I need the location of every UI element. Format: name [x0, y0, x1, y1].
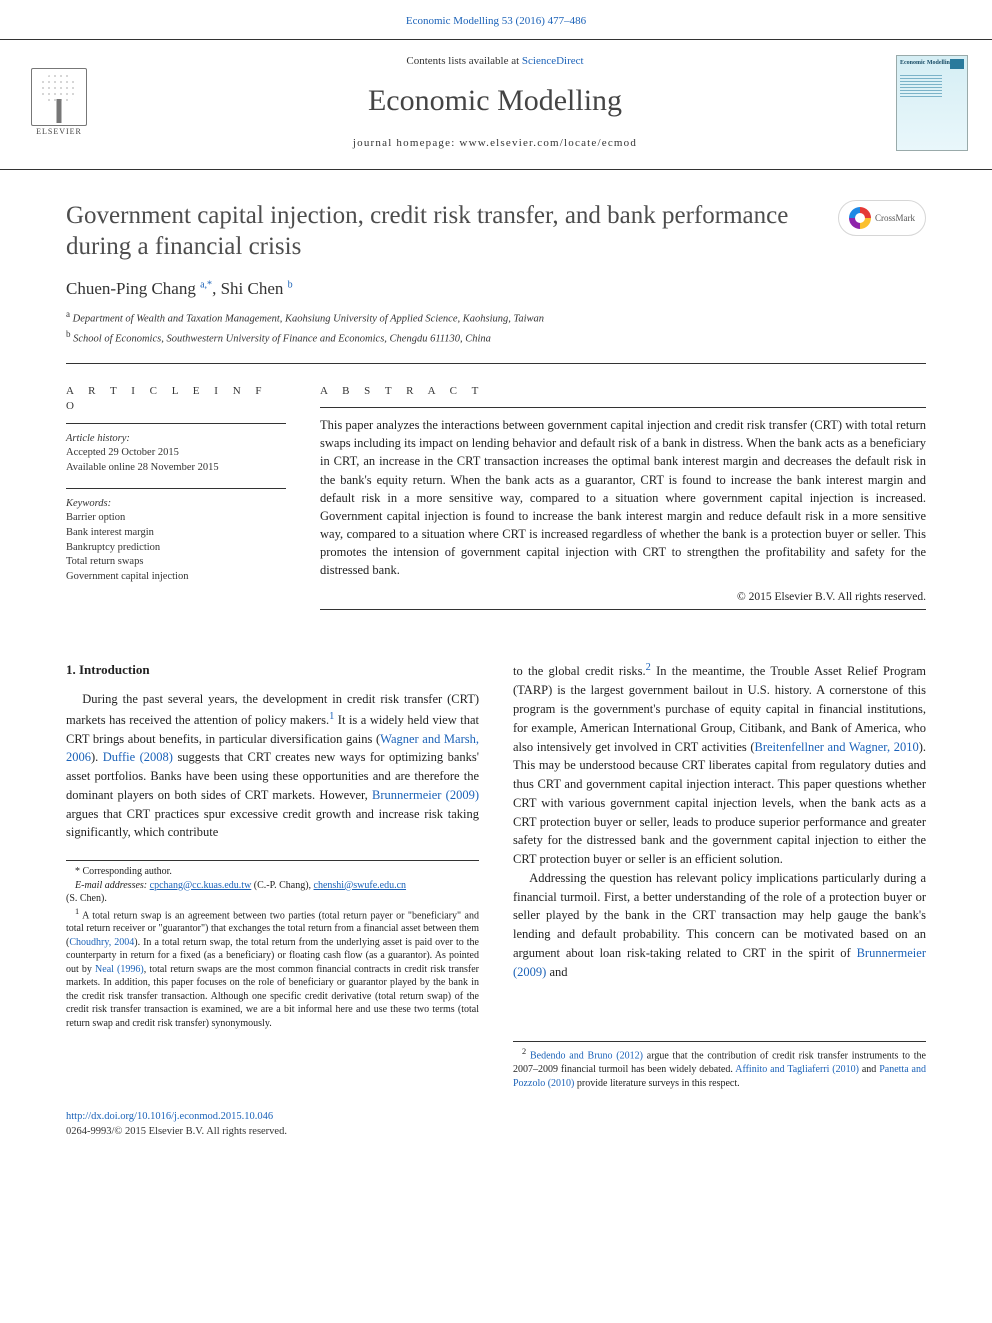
article-area: Government capital injection, credit ris… — [0, 170, 992, 1100]
contents-line-pre: Contents lists available at — [406, 55, 521, 67]
cover-lines-icon — [900, 75, 964, 97]
fn-corr: * Corresponding author. — [66, 865, 479, 879]
author-sep: , — [212, 279, 221, 298]
journal-homepage: journal homepage: www.elsevier.com/locat… — [94, 136, 896, 151]
affiliation-b: b School of Economics, Southwestern Univ… — [66, 328, 926, 347]
aff-b-text: School of Economics, Southwestern Univer… — [71, 333, 491, 344]
rule-top — [66, 363, 926, 364]
elsevier-label: ELSEVIER — [36, 126, 82, 137]
author-1-sup: a,* — [200, 279, 212, 290]
body-columns: 1. Introduction During the past several … — [66, 660, 926, 1090]
cite-choudhry[interactable]: Choudhry, 2004 — [69, 937, 134, 948]
kw-4: Government capital injection — [66, 570, 286, 585]
fn-1: 1 A total return swap is an agreement be… — [66, 906, 479, 1031]
journal-title: Economic Modelling — [94, 80, 896, 122]
banner-center: Contents lists available at ScienceDirec… — [94, 54, 896, 151]
fn-2: 2 Bedendo and Bruno (2012) argue that th… — [513, 1046, 926, 1090]
header-cite-link: Economic Modelling 53 (2016) 477–486 — [0, 0, 992, 39]
cite-affinito[interactable]: Affinito and Tagliaferri (2010) — [735, 1064, 859, 1075]
authors-line: Chuen-Ping Chang a,*, Shi Chen b — [66, 277, 926, 301]
footnotes-left: * Corresponding author. E-mail addresses… — [66, 860, 479, 1030]
affiliation-a: a Department of Wealth and Taxation Mana… — [66, 308, 926, 327]
para-2: to the global credit risks.2 In the mean… — [513, 660, 926, 868]
issn-line: 0264-9993/© 2015 Elsevier B.V. All right… — [66, 1126, 287, 1137]
crossmark-icon — [849, 207, 871, 229]
kw-3: Total return swaps — [66, 555, 286, 570]
footnotes-right: 2 Bedendo and Bruno (2012) argue that th… — [513, 1041, 926, 1090]
abstract-label: A B S T R A C T — [320, 384, 926, 399]
fn-emails: E-mail addresses: cpchang@cc.kuas.edu.tw… — [66, 879, 479, 893]
section-1-heading: 1. Introduction — [66, 660, 479, 680]
journal-cite-link[interactable]: Economic Modelling 53 (2016) 477–486 — [406, 15, 586, 27]
journal-cover-thumb: Economic Modelling — [896, 55, 968, 151]
email-1[interactable]: cpchang@cc.kuas.edu.tw — [150, 880, 252, 891]
cite-duffie[interactable]: Duffie (2008) — [103, 750, 173, 764]
page-footer: http://dx.doi.org/10.1016/j.econmod.2015… — [0, 1100, 992, 1169]
journal-banner: ELSEVIER Contents lists available at Sci… — [0, 39, 992, 170]
article-title: Government capital injection, credit ris… — [66, 200, 818, 263]
cite-brunnermeier[interactable]: Brunnermeier (2009) — [372, 788, 479, 802]
abstract-text: This paper analyzes the interactions bet… — [320, 416, 926, 579]
para-1: During the past several years, the devel… — [66, 690, 479, 842]
rule-info — [66, 423, 286, 424]
crossmark-badge[interactable]: CrossMark — [838, 200, 926, 236]
keywords-hdr: Keywords: — [66, 497, 286, 512]
abstract-col: A B S T R A C T This paper analyzes the … — [320, 384, 926, 611]
author-2-sup: b — [288, 279, 293, 290]
email-2[interactable]: chenshi@swufe.edu.cn — [314, 880, 407, 891]
contents-line: Contents lists available at ScienceDirec… — [94, 54, 896, 69]
elsevier-logo: ELSEVIER — [24, 63, 94, 143]
author-1: Chuen-Ping Chang — [66, 279, 200, 298]
banner-left: ELSEVIER — [24, 63, 94, 143]
title-row: Government capital injection, credit ris… — [66, 200, 926, 263]
rule-kw — [66, 488, 286, 489]
article-info-col: A R T I C L E I N F O Article history: A… — [66, 384, 286, 611]
author-2: Shi Chen — [221, 279, 288, 298]
kw-2: Bankruptcy prediction — [66, 541, 286, 556]
cite-breitenfellner[interactable]: Breitenfellner and Wagner, 2010 — [755, 740, 919, 754]
para-3: Addressing the question has relevant pol… — [513, 869, 926, 982]
cover-title: Economic Modelling — [900, 59, 964, 67]
fn-email-who2: (S. Chen). — [66, 892, 479, 906]
cite-neal[interactable]: Neal (1996) — [95, 964, 144, 975]
history-line-1: Available online 28 November 2015 — [66, 461, 286, 476]
keywords-block: Keywords: Barrier option Bank interest m… — [66, 497, 286, 585]
kw-1: Bank interest margin — [66, 526, 286, 541]
elsevier-tree-icon — [31, 68, 87, 126]
cite-bedendo[interactable]: Bedendo and Bruno (2012) — [530, 1051, 643, 1062]
aff-a-text: Department of Wealth and Taxation Manage… — [70, 314, 544, 325]
history-line-0: Accepted 29 October 2015 — [66, 446, 286, 461]
article-info-label: A R T I C L E I N F O — [66, 384, 286, 415]
history-block: Article history: Accepted 29 October 201… — [66, 432, 286, 476]
crossmark-label: CrossMark — [875, 212, 915, 225]
abstract-copyright: © 2015 Elsevier B.V. All rights reserved… — [320, 589, 926, 605]
doi-link[interactable]: http://dx.doi.org/10.1016/j.econmod.2015… — [66, 1111, 273, 1122]
kw-0: Barrier option — [66, 511, 286, 526]
sciencedirect-link[interactable]: ScienceDirect — [522, 55, 584, 67]
rule-abstract — [320, 407, 926, 408]
info-row: A R T I C L E I N F O Article history: A… — [66, 384, 926, 611]
rule-abstract-bottom — [320, 609, 926, 610]
history-hdr: Article history: — [66, 432, 286, 447]
affiliations: a Department of Wealth and Taxation Mana… — [66, 308, 926, 346]
